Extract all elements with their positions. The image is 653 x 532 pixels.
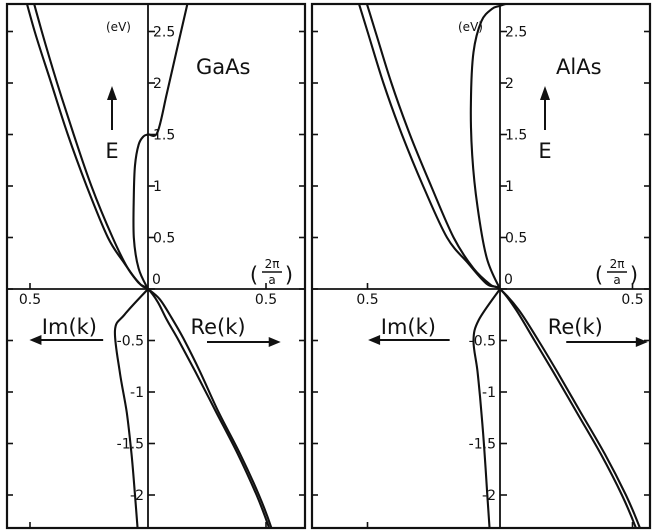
band-curve-4 bbox=[469, 4, 509, 291]
k-unit-paren-right: ) bbox=[285, 263, 293, 287]
y-tick-label: 1 bbox=[153, 179, 162, 195]
y-tick-label: 2 bbox=[153, 76, 162, 92]
material-label: GaAs bbox=[196, 55, 250, 79]
re-k-arrow-head bbox=[268, 337, 281, 347]
im-k-arrow-head bbox=[368, 335, 381, 345]
y-tick-label: 2.5 bbox=[505, 25, 527, 41]
y-tick-label: -0.5 bbox=[117, 334, 144, 350]
y-tick-label: -1 bbox=[130, 385, 144, 401]
material-label: AlAs bbox=[556, 55, 602, 79]
band-curve-3 bbox=[472, 287, 502, 528]
y-tick-label: 2.5 bbox=[153, 25, 175, 41]
re-k-label: Re(k) bbox=[190, 315, 245, 339]
k-unit-denominator: a bbox=[613, 273, 620, 287]
k-unit-paren-left: ( bbox=[595, 263, 603, 287]
panel-frame bbox=[5, 2, 307, 530]
y-tick-label: -2 bbox=[130, 488, 144, 504]
y-tick-label: 0 bbox=[152, 272, 161, 288]
y-tick-label: 0 bbox=[504, 272, 513, 288]
y-tick-label: 1.5 bbox=[505, 128, 527, 144]
x-tick-label: 0.5 bbox=[255, 292, 277, 308]
re-k-arrow-head bbox=[635, 337, 648, 347]
band-curve-1 bbox=[25, 4, 271, 528]
x-tick-label: 0.5 bbox=[19, 292, 41, 308]
energy-arrow-head bbox=[540, 86, 550, 100]
im-k-arrow-head bbox=[29, 335, 42, 345]
panel-gaas: 0.5 0.52.521.510.50-0.5-1-1.5-2(eV)GaAsE2… bbox=[5, 2, 307, 530]
band-curve-2 bbox=[33, 4, 273, 528]
im-k-label: Im(k) bbox=[381, 315, 436, 339]
panel-alas: 0.5 0.5 2.5 2 1.5 1 0.5 0 -0.5 -1 -1.5 -2 (eV) AlAs E 2… bbox=[310, 2, 652, 530]
energy-symbol: E bbox=[105, 139, 118, 163]
y-tick-label: 2 bbox=[505, 76, 514, 92]
y-tick-label: 1 bbox=[505, 179, 514, 195]
x-tick-label: 0.5 bbox=[621, 292, 643, 308]
band-curve-4 bbox=[132, 4, 189, 291]
y-tick-label: 0.5 bbox=[505, 231, 527, 247]
energy-unit-label: (eV) bbox=[106, 20, 131, 34]
y-tick-label: -0.5 bbox=[469, 334, 496, 350]
k-unit-paren-left: ( bbox=[250, 263, 258, 287]
energy-symbol: E bbox=[538, 139, 551, 163]
y-tick-label: 0.5 bbox=[153, 231, 175, 247]
k-unit-numerator: 2π bbox=[265, 257, 280, 271]
band-curve-3 bbox=[113, 287, 150, 528]
y-tick-label: -1.5 bbox=[469, 437, 496, 453]
energy-unit-label: (eV) bbox=[458, 20, 483, 34]
x-tick-label: 0.5 bbox=[356, 292, 378, 308]
energy-arrow-head bbox=[107, 86, 117, 100]
k-unit-denominator: a bbox=[268, 273, 275, 287]
y-tick-label: -2 bbox=[482, 488, 496, 504]
re-k-label: Re(k) bbox=[548, 315, 603, 339]
panel-frame bbox=[310, 2, 652, 530]
k-unit-paren-right: ) bbox=[630, 263, 638, 287]
im-k-label: Im(k) bbox=[42, 315, 97, 339]
y-tick-label: -1 bbox=[482, 385, 496, 401]
k-unit-numerator: 2π bbox=[610, 257, 625, 271]
